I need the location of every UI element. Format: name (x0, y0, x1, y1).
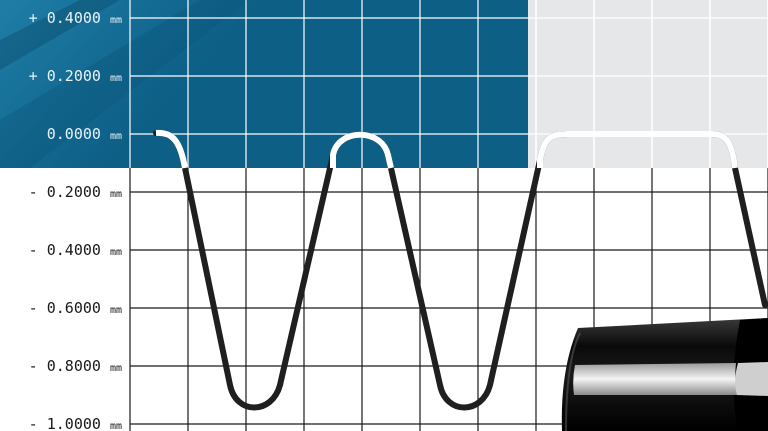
y-tick-unit: mm (110, 247, 122, 258)
light-gray-background-panel (528, 0, 768, 168)
y-tick-label: + 0.4000 mm (29, 9, 122, 27)
y-axis-labels: + 0.4000 mm+ 0.2000 mm0.0000 mm- 0.2000 … (29, 9, 122, 431)
blue-background-panel (0, 0, 528, 168)
y-tick-value: - 0.8000 (29, 357, 110, 375)
y-tick-label: - 0.4000 mm (29, 241, 122, 259)
y-tick-value: + 0.4000 (29, 9, 110, 27)
y-tick-label: - 1.0000 mm (29, 415, 122, 431)
y-tick-value: - 0.2000 (29, 183, 110, 201)
y-tick-unit: mm (110, 131, 122, 142)
y-tick-value: - 0.4000 (29, 241, 110, 259)
y-tick-unit: mm (110, 189, 122, 200)
y-tick-unit: mm (110, 73, 122, 84)
y-tick-unit: mm (110, 305, 122, 316)
y-tick-value: + 0.2000 (29, 67, 110, 85)
profile-curve-highlight (155, 129, 738, 169)
panel-texture (0, 0, 120, 70)
y-tick-label: - 0.2000 mm (29, 183, 122, 201)
y-tick-label: - 0.6000 mm (29, 299, 122, 317)
y-tick-unit: mm (110, 421, 122, 431)
y-tick-unit: mm (110, 15, 122, 26)
y-tick-label: 0.0000 mm (47, 125, 122, 143)
y-tick-label: - 0.8000 mm (29, 357, 122, 375)
y-tick-unit: mm (110, 363, 122, 374)
y-tick-value: 0.0000 (47, 125, 110, 143)
tooth-profile-curve (153, 129, 768, 411)
y-tick-value: - 1.0000 (29, 415, 110, 431)
y-tick-value: - 0.6000 (29, 299, 110, 317)
black-cylindrical-roller-photo (561, 318, 768, 431)
y-tick-label: + 0.2000 mm (29, 67, 122, 85)
